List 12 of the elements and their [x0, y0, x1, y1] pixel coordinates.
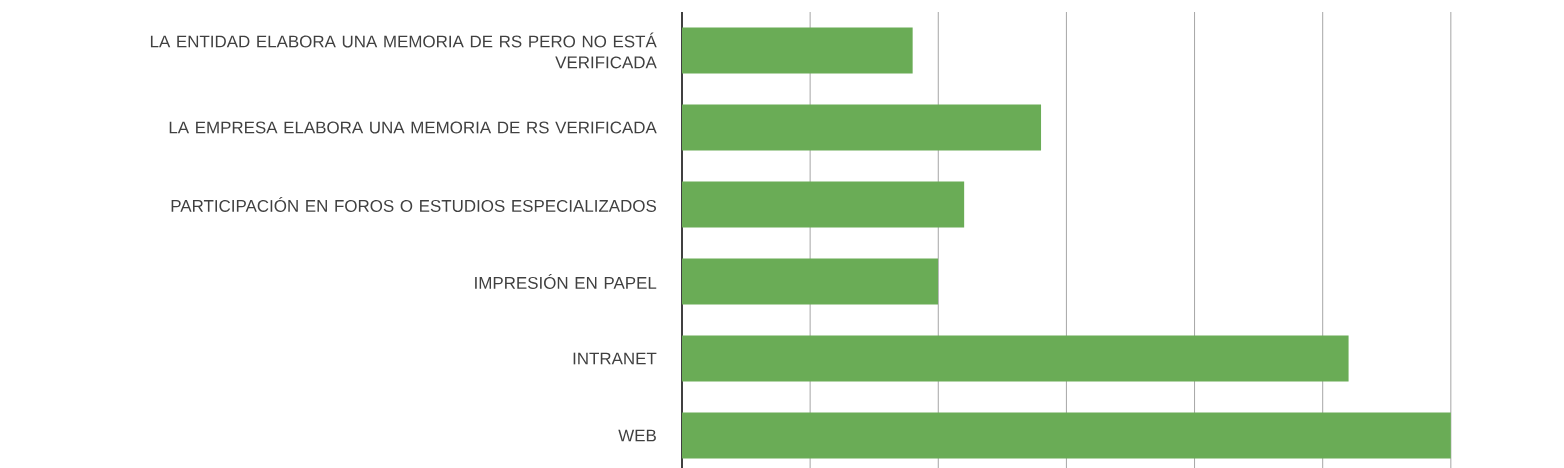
bar [682, 27, 913, 74]
bar [682, 258, 939, 305]
y-tick-label: WEB [618, 429, 656, 442]
y-tick-label: LA EMPRESA ELABORA UNA MEMORIA DE RS VERIFICADA [169, 121, 657, 134]
y-tick-label: INTRANET [573, 352, 657, 365]
bar [682, 181, 965, 228]
y-tick-label: PARTICIPACIÓN EN FOROS O ESTUDIOS ESPECIALIZADOS [171, 197, 657, 212]
bar [682, 412, 1451, 459]
bar [682, 104, 1042, 151]
bar [682, 335, 1349, 382]
y-tick-label: LA ENTIDAD ELABORA UNA MEMORIA DE RS PERO NO ESTÁ VERIFICADA [150, 32, 657, 69]
y-tick-label: IMPRESIÓN EN PAPEL [475, 274, 657, 289]
